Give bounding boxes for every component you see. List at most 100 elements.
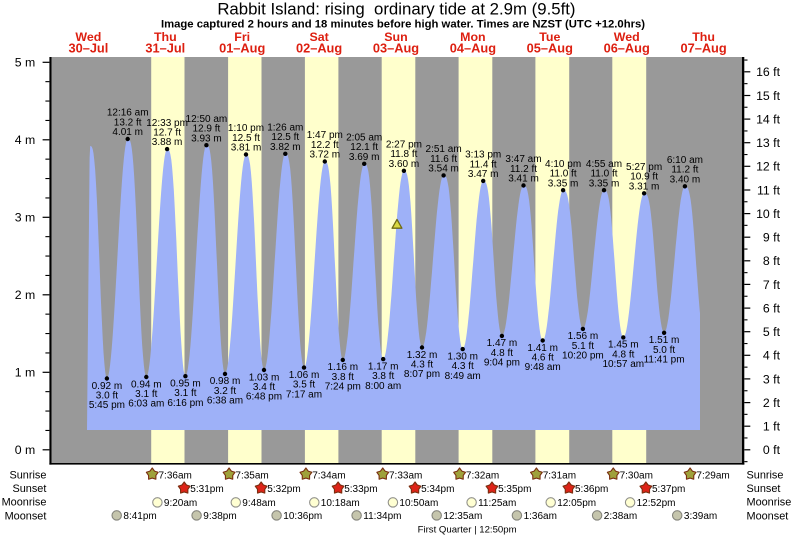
svg-text:10:18am: 10:18am — [321, 498, 360, 509]
svg-text:11.2 ft: 11.2 ft — [671, 165, 698, 176]
svg-text:7:35am: 7:35am — [235, 470, 268, 481]
svg-text:11.0 ft: 11.0 ft — [590, 169, 617, 180]
svg-text:9:20am: 9:20am — [164, 498, 197, 509]
svg-text:Fri: Fri — [234, 30, 250, 44]
svg-text:5:31pm: 5:31pm — [190, 484, 223, 495]
svg-text:9:48 am: 9:48 am — [525, 362, 561, 373]
svg-text:First Quarter | 12:50pm: First Quarter | 12:50pm — [418, 524, 517, 535]
svg-text:3.82 m: 3.82 m — [270, 142, 301, 153]
svg-text:2:05 am: 2:05 am — [346, 133, 382, 144]
svg-text:12.1 ft: 12.1 ft — [350, 142, 378, 153]
svg-text:12:33 pm: 12:33 pm — [146, 118, 188, 129]
svg-text:3.81 m: 3.81 m — [231, 143, 262, 154]
svg-text:10:36pm: 10:36pm — [283, 511, 322, 522]
svg-text:5.1 ft: 5.1 ft — [572, 341, 594, 352]
svg-text:3.2 ft: 3.2 ft — [214, 386, 236, 397]
svg-text:3.40 m: 3.40 m — [670, 174, 701, 185]
svg-text:11 ft: 11 ft — [757, 183, 781, 197]
svg-text:11:25am: 11:25am — [478, 498, 516, 509]
svg-text:04–Aug: 04–Aug — [450, 40, 496, 55]
svg-text:3.5 ft: 3.5 ft — [293, 380, 315, 391]
svg-text:8:07 pm: 8:07 pm — [404, 369, 440, 380]
svg-text:12:52pm: 12:52pm — [637, 498, 676, 509]
svg-text:07–Aug: 07–Aug — [680, 40, 726, 55]
svg-text:4.8 ft: 4.8 ft — [491, 348, 513, 359]
svg-text:7:17 am: 7:17 am — [286, 389, 322, 400]
svg-text:1.30 m: 1.30 m — [447, 351, 478, 362]
svg-text:6:48 pm: 6:48 pm — [246, 392, 282, 403]
svg-text:6:38 am: 6:38 am — [207, 396, 243, 407]
svg-text:3.31 m: 3.31 m — [629, 181, 660, 192]
svg-text:5.0 ft: 5.0 ft — [653, 345, 675, 356]
svg-text:4.3 ft: 4.3 ft — [411, 360, 433, 371]
svg-text:3.88 m: 3.88 m — [152, 137, 183, 148]
svg-text:6:10 am: 6:10 am — [667, 155, 703, 166]
svg-text:3.41 m: 3.41 m — [508, 174, 539, 185]
svg-text:3.8 ft: 3.8 ft — [332, 372, 354, 383]
svg-text:11.8 ft: 11.8 ft — [390, 149, 417, 160]
svg-text:Moonset: Moonset — [5, 510, 47, 522]
svg-text:Moonrise: Moonrise — [2, 497, 47, 509]
svg-text:1.56 m: 1.56 m — [568, 331, 599, 342]
svg-text:12.2 ft: 12.2 ft — [311, 140, 339, 151]
svg-text:3.93 m: 3.93 m — [191, 133, 222, 144]
svg-text:02–Aug: 02–Aug — [296, 40, 342, 55]
svg-text:2 ft: 2 ft — [763, 396, 781, 410]
svg-text:1.16 m: 1.16 m — [328, 362, 359, 373]
svg-text:7:24 pm: 7:24 pm — [325, 382, 361, 393]
svg-text:5:32pm: 5:32pm — [267, 484, 300, 495]
svg-text:Sunset: Sunset — [747, 483, 781, 495]
svg-text:0.94 m: 0.94 m — [131, 379, 162, 390]
svg-text:4:55 am: 4:55 am — [586, 159, 622, 170]
svg-text:12.5 ft: 12.5 ft — [232, 133, 260, 144]
svg-text:5:37pm: 5:37pm — [652, 484, 685, 495]
svg-text:06–Aug: 06–Aug — [604, 40, 650, 55]
svg-text:1.45 m: 1.45 m — [608, 340, 639, 351]
svg-text:11.4 ft: 11.4 ft — [470, 159, 497, 170]
svg-text:8 ft: 8 ft — [763, 254, 781, 268]
svg-text:Sunrise: Sunrise — [747, 469, 784, 481]
svg-text:1.06 m: 1.06 m — [289, 370, 320, 381]
svg-text:7 ft: 7 ft — [763, 278, 781, 292]
svg-text:2:51 am: 2:51 am — [426, 144, 462, 155]
svg-text:1.47 m: 1.47 m — [487, 338, 518, 349]
svg-text:5 m: 5 m — [15, 56, 36, 70]
svg-text:3:39am: 3:39am — [684, 511, 717, 522]
svg-text:10:57 am: 10:57 am — [602, 359, 644, 370]
svg-text:3.72 m: 3.72 m — [310, 150, 341, 161]
svg-text:14 ft: 14 ft — [756, 113, 781, 127]
svg-text:4.01 m: 4.01 m — [112, 127, 143, 138]
svg-text:3.69 m: 3.69 m — [349, 152, 380, 163]
svg-text:Wed: Wed — [614, 30, 640, 44]
svg-text:3.1 ft: 3.1 ft — [135, 389, 157, 400]
svg-text:Thu: Thu — [692, 30, 715, 44]
svg-text:3.35 m: 3.35 m — [548, 178, 579, 189]
svg-text:7:32am: 7:32am — [466, 470, 499, 481]
svg-text:0 ft: 0 ft — [763, 443, 781, 457]
svg-text:1.17 m: 1.17 m — [368, 361, 399, 372]
svg-text:12.7 ft: 12.7 ft — [153, 128, 181, 139]
svg-text:4.6 ft: 4.6 ft — [532, 353, 554, 364]
svg-text:Tue: Tue — [539, 30, 560, 44]
svg-text:3.47 m: 3.47 m — [468, 169, 499, 180]
svg-text:15 ft: 15 ft — [756, 89, 781, 103]
svg-text:Image captured 2 hours and 18: Image captured 2 hours and 18 minutes be… — [161, 19, 645, 31]
svg-text:5:34pm: 5:34pm — [421, 484, 454, 495]
svg-text:8:00 am: 8:00 am — [365, 381, 401, 392]
svg-text:10:20 pm: 10:20 pm — [562, 351, 604, 362]
svg-text:9:38pm: 9:38pm — [203, 511, 236, 522]
svg-text:Rabbit Island: rising ordinar: Rabbit Island: rising ordinary tide at 2… — [217, 0, 575, 19]
svg-text:12.5 ft: 12.5 ft — [271, 132, 299, 143]
svg-text:1:47 pm: 1:47 pm — [307, 130, 343, 141]
svg-text:0.95 m: 0.95 m — [170, 379, 201, 390]
svg-text:3.8 ft: 3.8 ft — [372, 371, 394, 382]
svg-text:Moonset: Moonset — [747, 510, 789, 522]
svg-text:4:10 pm: 4:10 pm — [545, 159, 581, 170]
svg-text:6:16 pm: 6:16 pm — [167, 398, 203, 409]
svg-text:12.9 ft: 12.9 ft — [192, 124, 220, 135]
svg-text:5 ft: 5 ft — [763, 325, 781, 339]
svg-text:4.8 ft: 4.8 ft — [612, 349, 634, 360]
svg-text:11:34pm: 11:34pm — [363, 511, 401, 522]
svg-text:0.98 m: 0.98 m — [210, 376, 241, 387]
svg-text:5:35pm: 5:35pm — [498, 484, 531, 495]
